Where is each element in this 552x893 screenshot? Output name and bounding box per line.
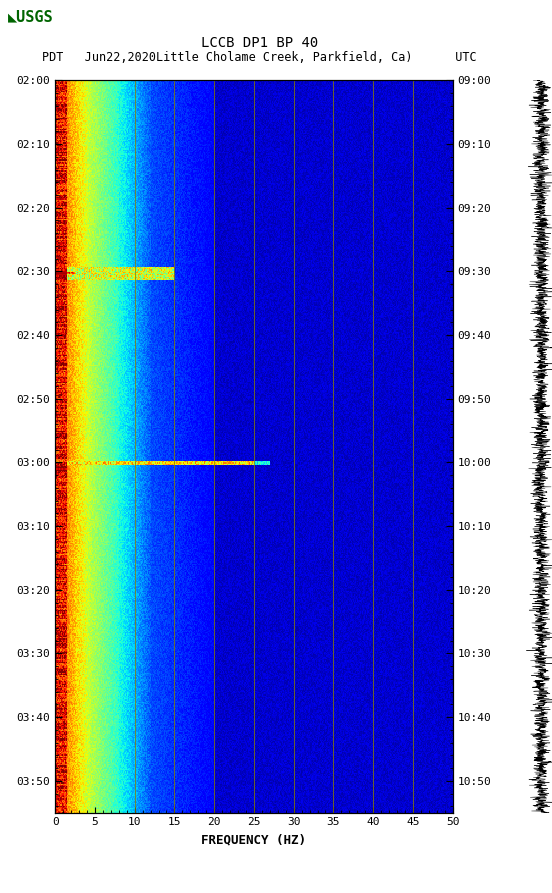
- Text: PDT   Jun22,2020Little Cholame Creek, Parkfield, Ca)      UTC: PDT Jun22,2020Little Cholame Creek, Park…: [42, 51, 477, 64]
- X-axis label: FREQUENCY (HZ): FREQUENCY (HZ): [201, 833, 306, 846]
- Text: LCCB DP1 BP 40: LCCB DP1 BP 40: [201, 36, 318, 50]
- Text: ◣USGS: ◣USGS: [8, 9, 54, 24]
